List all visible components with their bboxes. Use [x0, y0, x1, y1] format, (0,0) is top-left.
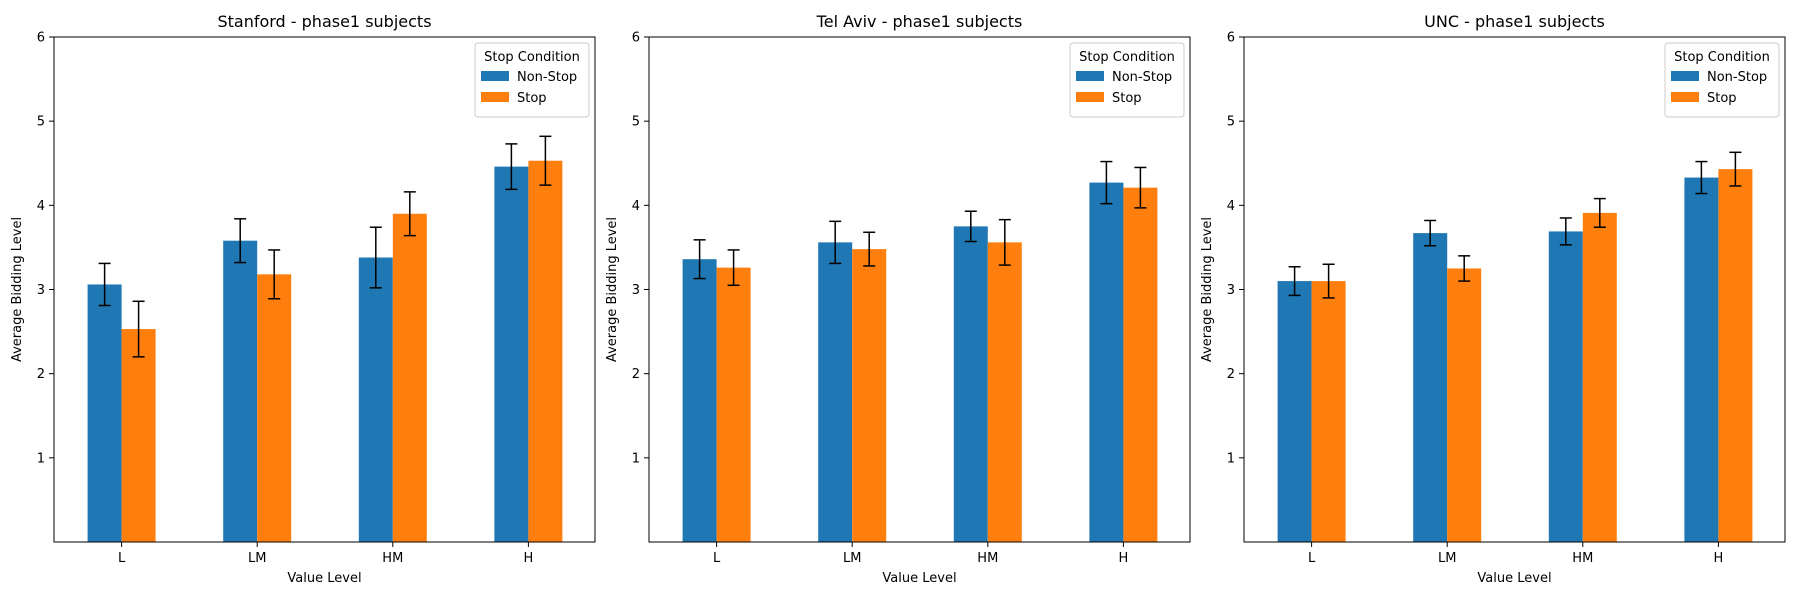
chart-title: Tel Aviv - phase1 subjects: [816, 12, 1023, 31]
y-tick-label: 4: [37, 199, 45, 214]
y-tick-label: 5: [37, 115, 45, 130]
x-tick-label: L: [118, 551, 126, 566]
y-tick-label: 5: [632, 115, 640, 130]
bar-non-stop-l: [682, 259, 717, 542]
x-axis-label: Value Level: [287, 571, 361, 586]
x-tick-label: HM: [382, 551, 403, 566]
chart-title: UNC - phase1 subjects: [1424, 12, 1605, 31]
bar-stop-h: [1123, 187, 1158, 543]
y-tick-label: 2: [632, 367, 640, 382]
y-tick-label: 1: [37, 451, 45, 466]
legend-swatch: [1076, 92, 1104, 102]
chart-panel-2: Tel Aviv - phase1 subjects 1 2 3 4 5 6 Average …: [605, 12, 1191, 586]
bar-non-stop-hm: [953, 226, 988, 542]
bar-stop-lm: [852, 249, 887, 542]
y-tick-label: 3: [1227, 283, 1235, 298]
x-axis-label: Value Level: [1477, 571, 1551, 586]
bar-stop-l: [1311, 281, 1346, 542]
y-tick-label: 6: [632, 31, 640, 46]
x-tick-label: LM: [248, 551, 266, 566]
x-tick-label: L: [1308, 551, 1316, 566]
bar-stop-lm: [1447, 268, 1482, 542]
x-tick-label: HM: [1572, 551, 1593, 566]
legend-swatch: [1076, 71, 1104, 81]
legend-title: Stop Condition: [1079, 50, 1175, 65]
bar-non-stop-h: [494, 166, 529, 542]
bar-non-stop-lm: [818, 242, 853, 542]
legend-label: Non-Stop: [517, 70, 577, 85]
legend-label: Non-Stop: [1707, 70, 1767, 85]
y-tick-label: 2: [1227, 367, 1235, 382]
chart-title: Stanford - phase1 subjects: [217, 12, 431, 31]
legend-swatch: [481, 71, 509, 81]
plot-frame: [1243, 36, 1786, 543]
bar-non-stop-hm: [1548, 231, 1583, 543]
bar-non-stop-lm: [223, 240, 258, 542]
bar-stop-l: [716, 267, 751, 542]
x-tick-label: H: [1714, 551, 1724, 566]
y-tick-label: 1: [632, 451, 640, 466]
bar-stop-l: [121, 329, 156, 542]
legend-swatch: [1671, 92, 1699, 102]
x-tick-label: LM: [843, 551, 861, 566]
bar-stop-hm: [1582, 212, 1617, 543]
y-axis-label: Average Bidding Level: [605, 217, 620, 362]
legend-label: Non-Stop: [1112, 70, 1172, 85]
y-tick-label: 6: [1227, 31, 1235, 46]
plot-frame: [648, 36, 1191, 543]
x-tick-label: L: [713, 551, 721, 566]
bar-non-stop-lm: [1413, 233, 1448, 542]
legend-label: Stop: [1707, 91, 1737, 106]
y-tick-label: 4: [1227, 199, 1235, 214]
plot-frame: [53, 36, 596, 543]
x-tick-label: LM: [1438, 551, 1456, 566]
bar-non-stop-l: [1277, 281, 1312, 542]
bar-non-stop-l: [87, 284, 122, 542]
bar-stop-hm: [987, 242, 1022, 542]
y-tick-label: 3: [37, 283, 45, 298]
x-axis-label: Value Level: [882, 571, 956, 586]
y-tick-label: 3: [632, 283, 640, 298]
legend-swatch: [1671, 71, 1699, 81]
y-tick-label: 4: [632, 199, 640, 214]
x-tick-label: H: [1119, 551, 1129, 566]
y-axis-label: Average Bidding Level: [1200, 217, 1215, 362]
x-tick-label: H: [524, 551, 534, 566]
bar-stop-lm: [257, 274, 292, 542]
legend-swatch: [481, 92, 509, 102]
y-tick-label: 2: [37, 367, 45, 382]
chart-panel-1: Stanford - phase1 subjects 1 2 3 4 5 6 Average …: [10, 12, 596, 586]
chart-panel-3: UNC - phase1 subjects 1 2 3 4 5 6 Average Biddi…: [1200, 12, 1786, 586]
y-tick-label: 6: [37, 31, 45, 46]
y-tick-label: 1: [1227, 451, 1235, 466]
legend-label: Stop: [517, 91, 547, 106]
bar-stop-h: [1718, 169, 1753, 542]
bar-stop-hm: [392, 213, 427, 542]
legend-title: Stop Condition: [1674, 50, 1770, 65]
legend-label: Stop: [1112, 91, 1142, 106]
bar-non-stop-hm: [358, 257, 393, 542]
x-tick-label: HM: [977, 551, 998, 566]
bar-non-stop-h: [1089, 182, 1124, 542]
legend-title: Stop Condition: [484, 50, 580, 65]
y-tick-label: 5: [1227, 115, 1235, 130]
bar-stop-h: [528, 160, 563, 542]
y-axis-label: Average Bidding Level: [10, 217, 25, 362]
bar-non-stop-h: [1684, 177, 1719, 542]
